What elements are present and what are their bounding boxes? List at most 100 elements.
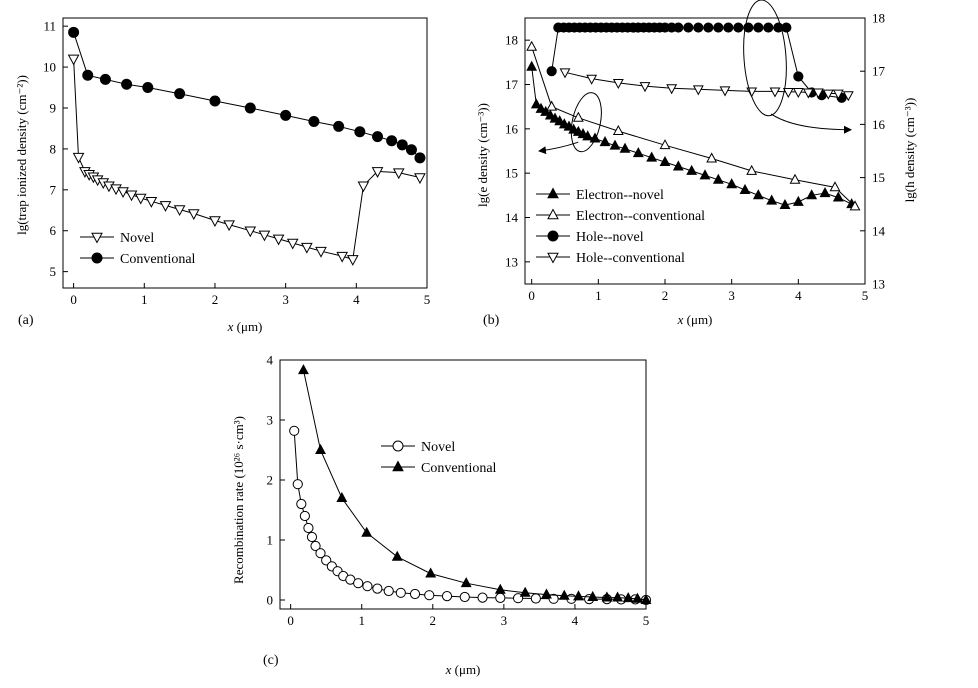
- data-point: [424, 590, 435, 601]
- data-point: [659, 139, 671, 150]
- x-tick-label: 1: [141, 292, 148, 307]
- series-line: [564, 71, 849, 96]
- data-point: [782, 87, 794, 99]
- data-point: [495, 592, 506, 604]
- series-electron-conventional: [526, 40, 861, 211]
- data-point: [298, 364, 309, 375]
- series-hole-conventional: [559, 68, 854, 102]
- data-point: [540, 105, 552, 116]
- x-axis-label: x (μm): [445, 662, 481, 677]
- data-point: [125, 190, 138, 202]
- y-tick-label: 10: [43, 60, 56, 75]
- data-point: [173, 205, 186, 217]
- data-point: [632, 147, 644, 158]
- data-point: [554, 115, 566, 126]
- plot-frame: [524, 17, 866, 285]
- data-point: [589, 132, 601, 143]
- x-tick-label: 4: [795, 288, 802, 303]
- data-point: [244, 102, 256, 114]
- data-point: [712, 173, 724, 184]
- data-point: [346, 255, 359, 266]
- data-point: [646, 151, 658, 162]
- y-axis-label: Recombination rate (10²⁶ s·cm³): [231, 416, 246, 584]
- x-tick-label: 0: [287, 613, 294, 628]
- series-novel: [289, 425, 652, 606]
- data-point: [640, 593, 652, 604]
- x-tick-label: 1: [358, 613, 365, 628]
- data-point: [530, 593, 541, 604]
- y-right-tick-label: 13: [872, 277, 885, 292]
- data-point: [586, 74, 598, 85]
- data-point: [792, 87, 804, 99]
- data-point: [683, 22, 694, 33]
- x-tick-label: 2: [212, 292, 219, 307]
- data-point: [272, 234, 285, 246]
- y-tick-label: 1: [267, 533, 274, 548]
- data-point: [308, 116, 320, 127]
- y-tick-label: 17: [505, 77, 519, 92]
- data-point: [792, 195, 804, 206]
- y-tick-label: 15: [505, 166, 518, 181]
- y-tick-label: 11: [43, 19, 56, 34]
- y-right-tick-label: 17: [872, 64, 886, 79]
- y-tick-label: 16: [505, 121, 519, 136]
- data-point: [354, 126, 366, 138]
- data-point: [99, 73, 111, 85]
- data-point: [441, 591, 453, 602]
- callout-ellipse-electron: [570, 92, 602, 153]
- data-point: [187, 209, 200, 221]
- legend-marker: [547, 252, 559, 264]
- x-tick-label: 2: [430, 613, 437, 628]
- data-point: [357, 181, 370, 193]
- legend-label: Electron--conventional: [576, 209, 705, 224]
- data-point: [121, 78, 133, 90]
- data-point: [292, 479, 303, 490]
- y-tick-label: 13: [505, 254, 518, 269]
- y-tick-label: 0: [267, 593, 274, 608]
- data-point: [362, 581, 373, 592]
- data-point: [842, 91, 854, 102]
- data-point: [659, 155, 671, 167]
- legend-marker: [91, 232, 103, 244]
- data-point: [530, 98, 542, 109]
- y-axis-label-right: lg(h density (cm⁻³)): [902, 98, 917, 203]
- data-point: [622, 592, 634, 603]
- legend-marker: [547, 230, 559, 242]
- data-point: [299, 510, 310, 522]
- series-line: [303, 370, 647, 601]
- x-tick-label: 5: [424, 292, 431, 307]
- data-point: [391, 550, 403, 561]
- data-point: [372, 583, 383, 594]
- data-point: [601, 591, 613, 602]
- data-point: [753, 22, 764, 33]
- panel-label: (b): [483, 313, 500, 328]
- data-point: [82, 69, 94, 81]
- data-point: [414, 152, 426, 164]
- data-point: [526, 60, 538, 71]
- data-point: [310, 540, 321, 552]
- data-point: [619, 142, 631, 153]
- legend-marker: [91, 252, 103, 264]
- data-point: [779, 198, 791, 210]
- panel-c: 0 1 2 3 4 5 0 1 2 3 4 Novel Conventional x (μm) Recomb…: [231, 353, 652, 677]
- series-novel: [67, 54, 426, 266]
- legend-marker: [547, 208, 559, 220]
- data-point: [829, 181, 841, 192]
- x-tick-label: 4: [353, 292, 360, 307]
- data-point: [145, 197, 158, 208]
- data-point: [692, 85, 704, 96]
- data-point: [336, 491, 348, 502]
- data-point: [209, 95, 221, 107]
- data-point: [209, 216, 221, 228]
- panel-a: 0 1 2 3 4 5 5 6 7 8 9 10 11 Novel Conventional x (μm) lg…: [14, 17, 431, 334]
- plot-frame: [62, 17, 428, 289]
- y-axis-label-left: lg(e density (cm⁻³)): [475, 103, 490, 207]
- y-tick-label: 14: [505, 210, 519, 225]
- y-right-tick-label: 15: [872, 170, 885, 185]
- y-tick-label: 6: [50, 223, 57, 238]
- data-point: [672, 160, 684, 171]
- data-point: [303, 522, 314, 534]
- data-point: [746, 164, 758, 175]
- data-point: [383, 585, 394, 597]
- data-point: [223, 220, 235, 232]
